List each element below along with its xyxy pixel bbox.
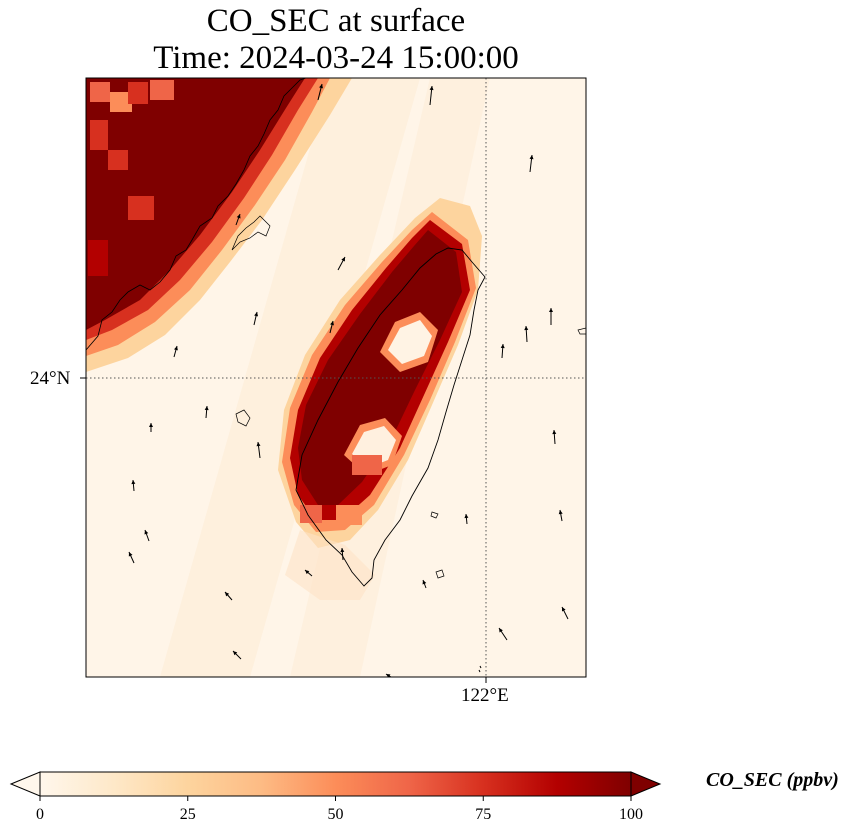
wind-arrow [224, 591, 233, 601]
wind-arrow [429, 85, 434, 106]
wind-arrow [173, 345, 178, 358]
colorbar-extend-max [630, 771, 662, 797]
chart-title-line2: Time: 2024-03-24 15:00:00 [153, 40, 519, 76]
wind-arrow [256, 441, 261, 459]
ryukyu-island [577, 327, 586, 335]
wind-arrow [552, 429, 557, 445]
trailing-haze [285, 530, 375, 600]
colorbar-gradient [39, 771, 632, 797]
colorbar-tick-label: 100 [619, 806, 643, 823]
colorbar-tick-label: 0 [36, 806, 44, 823]
mainland-coast-plume [86, 78, 352, 372]
taiwan-coastline [295, 247, 486, 587]
taiwan-plume [278, 198, 482, 548]
wind-arrow [464, 513, 469, 525]
wind-arrow [524, 325, 529, 343]
wind-arrow [422, 579, 427, 589]
colorbar-ticks [39, 796, 632, 801]
wind-arrow [529, 154, 534, 173]
lat-tick-label: 24°N [30, 368, 71, 389]
small-islands [430, 511, 445, 579]
colorbar-label: CO_SEC (ppbv) [706, 769, 839, 791]
wind-arrow [337, 256, 346, 271]
wind-arrow [317, 83, 323, 101]
wind-arrow [204, 405, 209, 419]
wind-arrow [561, 606, 569, 620]
wind-arrow [144, 529, 150, 542]
wind-arrow [558, 509, 563, 522]
map-plot [80, 77, 587, 683]
lon-tick-label: 122°E [461, 685, 509, 706]
wind-arrow [500, 343, 505, 359]
wind-arrow [340, 547, 345, 561]
wind-arrow [128, 551, 135, 564]
wind-arrow [498, 627, 508, 641]
wind-arrow [232, 650, 242, 660]
wind-arrow [253, 311, 259, 326]
colorbar-tick-label: 25 [179, 806, 196, 823]
wind-arrow [304, 569, 313, 577]
penghu-islands [235, 409, 251, 427]
island-dots [478, 665, 482, 673]
colorbar [9, 771, 662, 801]
wind-arrow [149, 423, 153, 432]
wind-arrow [131, 479, 136, 492]
mainland-coastline [86, 78, 307, 351]
colorbar-extend-min [9, 771, 41, 797]
wind-arrow [329, 320, 334, 334]
wind-vectors [128, 83, 569, 677]
colorbar-tick-label: 50 [327, 806, 344, 823]
wind-arrow [549, 308, 553, 325]
coastal-islands [231, 215, 271, 251]
chart-title-line1: CO_SEC at surface [206, 3, 466, 39]
wind-arrow [235, 213, 241, 226]
colorbar-tick-label: 75 [475, 806, 492, 823]
